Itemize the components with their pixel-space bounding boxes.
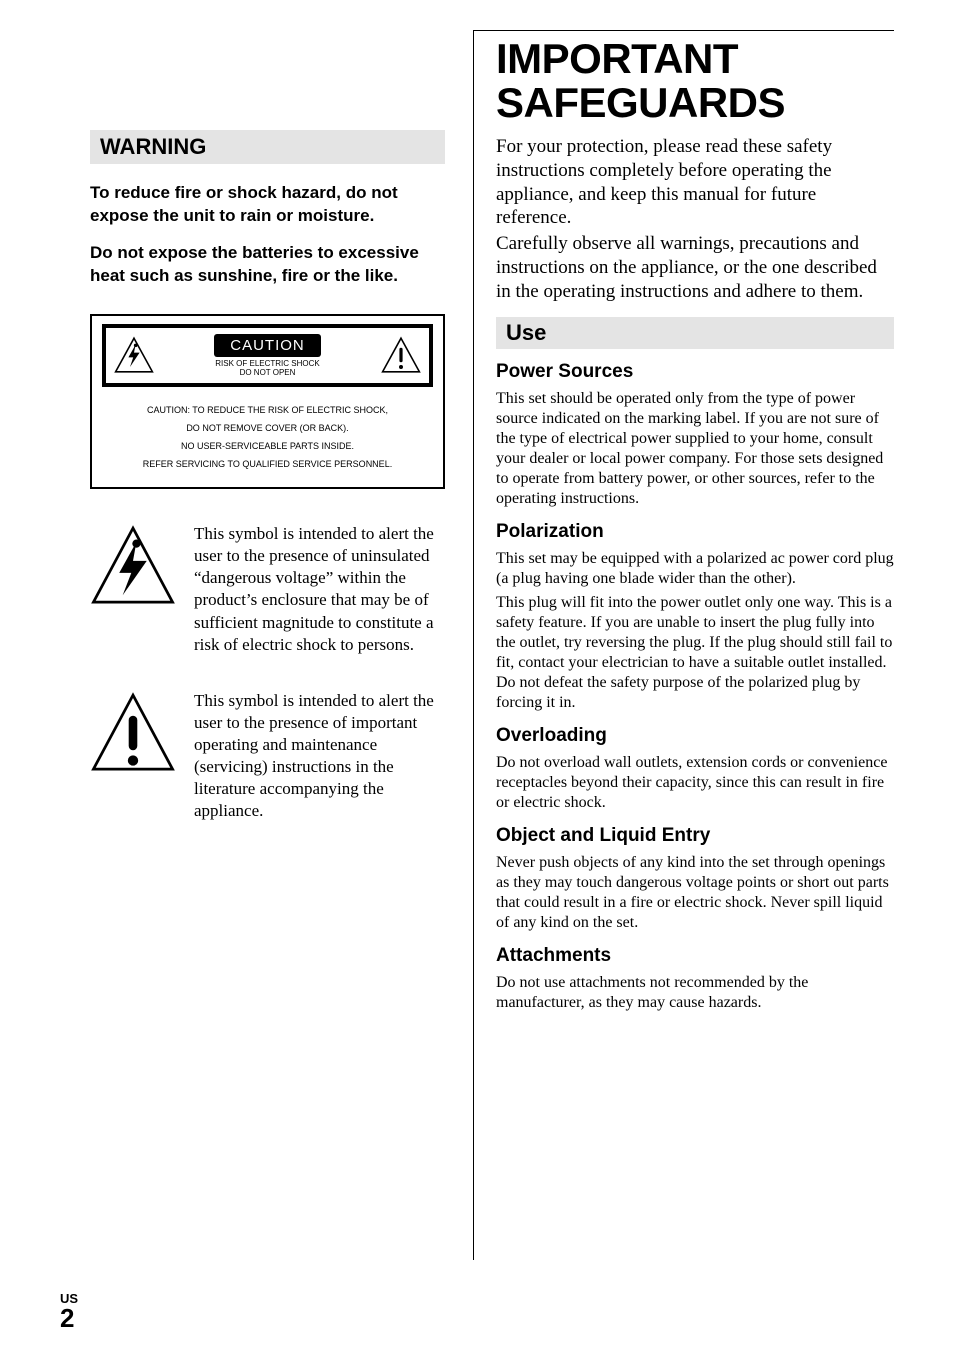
warning-heading: WARNING — [90, 130, 445, 164]
symbol-text-lightning: This symbol is intended to alert the use… — [194, 523, 445, 656]
lightning-triangle-icon — [90, 523, 176, 656]
use-heading: Use — [496, 317, 894, 349]
object-liquid-text: Never push objects of any kind into the … — [496, 853, 894, 933]
warning-paragraph-2: Do not expose the batteries to excessive… — [90, 242, 445, 288]
symbol-row-exclamation: This symbol is intended to alert the use… — [90, 690, 445, 823]
right-column: IMPORTANT SAFEGUARDS For your protection… — [473, 30, 894, 1260]
caution-line-2: DO NOT REMOVE COVER (OR BACK). — [102, 419, 433, 437]
polarization-text-2: This plug will fit into the power outlet… — [496, 593, 894, 713]
caution-sub-2: DO NOT OPEN — [162, 368, 373, 377]
caution-line-1: CAUTION: TO REDUCE THE RISK OF ELECTRIC … — [102, 401, 433, 419]
page-columns: WARNING To reduce fire or shock hazard, … — [90, 30, 894, 1260]
caution-sub-1: RISK OF ELECTRIC SHOCK — [162, 359, 373, 368]
caution-pill: CAUTION — [214, 334, 321, 357]
safeguards-title: IMPORTANT SAFEGUARDS — [496, 37, 894, 125]
object-liquid-heading: Object and Liquid Entry — [496, 825, 894, 847]
polarization-heading: Polarization — [496, 521, 894, 543]
polarization-text-1: This set may be equipped with a polarize… — [496, 549, 894, 589]
attachments-text: Do not use attachments not recommended b… — [496, 973, 894, 1013]
caution-center: CAUTION RISK OF ELECTRIC SHOCK DO NOT OP… — [162, 334, 373, 377]
caution-box: CAUTION RISK OF ELECTRIC SHOCK DO NOT OP… — [90, 314, 445, 489]
footer-page-number: 2 — [60, 1306, 78, 1331]
overloading-heading: Overloading — [496, 725, 894, 747]
caution-box-top: CAUTION RISK OF ELECTRIC SHOCK DO NOT OP… — [102, 324, 433, 387]
exclamation-triangle-icon — [90, 690, 176, 823]
lightning-triangle-icon — [114, 335, 154, 375]
attachments-heading: Attachments — [496, 945, 894, 967]
warning-paragraph-1: To reduce fire or shock hazard, do not e… — [90, 182, 445, 228]
exclamation-triangle-icon — [381, 335, 421, 375]
symbol-text-exclamation: This symbol is intended to alert the use… — [194, 690, 445, 823]
caution-line-3: NO USER-SERVICEABLE PARTS INSIDE. — [102, 437, 433, 455]
title-line-2: SAFEGUARDS — [496, 81, 894, 125]
caution-lines: CAUTION: TO REDUCE THE RISK OF ELECTRIC … — [102, 401, 433, 473]
symbol-row-lightning: This symbol is intended to alert the use… — [90, 523, 445, 656]
power-sources-text: This set should be operated only from th… — [496, 389, 894, 509]
caution-line-4: REFER SERVICING TO QUALIFIED SERVICE PER… — [102, 455, 433, 473]
page-footer: US 2 — [60, 1291, 78, 1331]
overloading-text: Do not overload wall outlets, extension … — [496, 753, 894, 813]
power-sources-heading: Power Sources — [496, 361, 894, 383]
intro-paragraph-2: Carefully observe all warnings, precauti… — [496, 232, 894, 303]
intro-paragraph-1: For your protection, please read these s… — [496, 135, 894, 230]
left-column: WARNING To reduce fire or shock hazard, … — [90, 30, 445, 1260]
title-line-1: IMPORTANT — [496, 37, 894, 81]
